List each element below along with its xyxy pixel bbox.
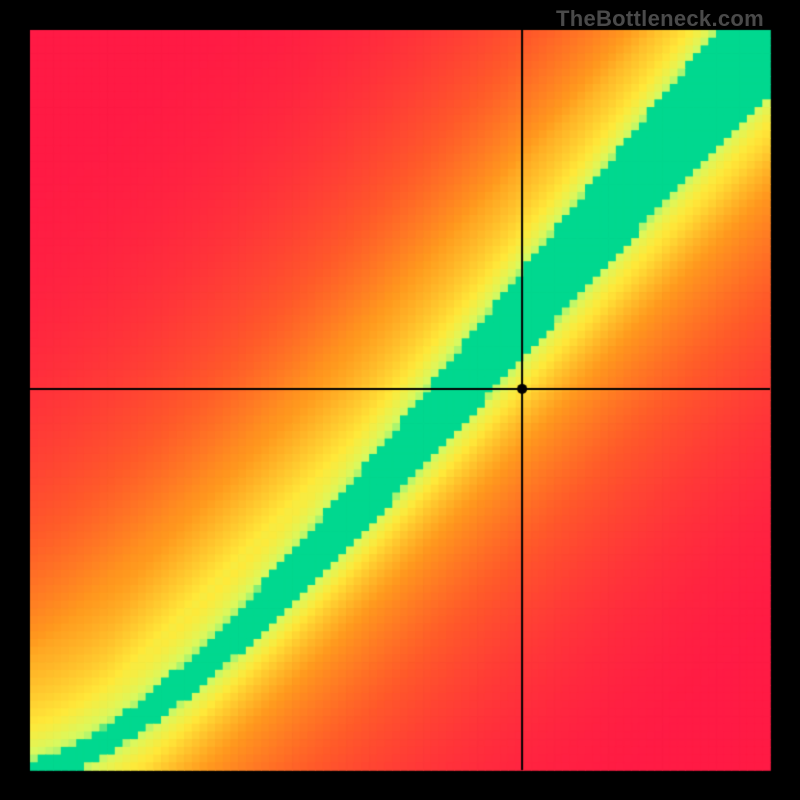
watermark-text: TheBottleneck.com [556,6,764,32]
bottleneck-heatmap [0,0,800,800]
